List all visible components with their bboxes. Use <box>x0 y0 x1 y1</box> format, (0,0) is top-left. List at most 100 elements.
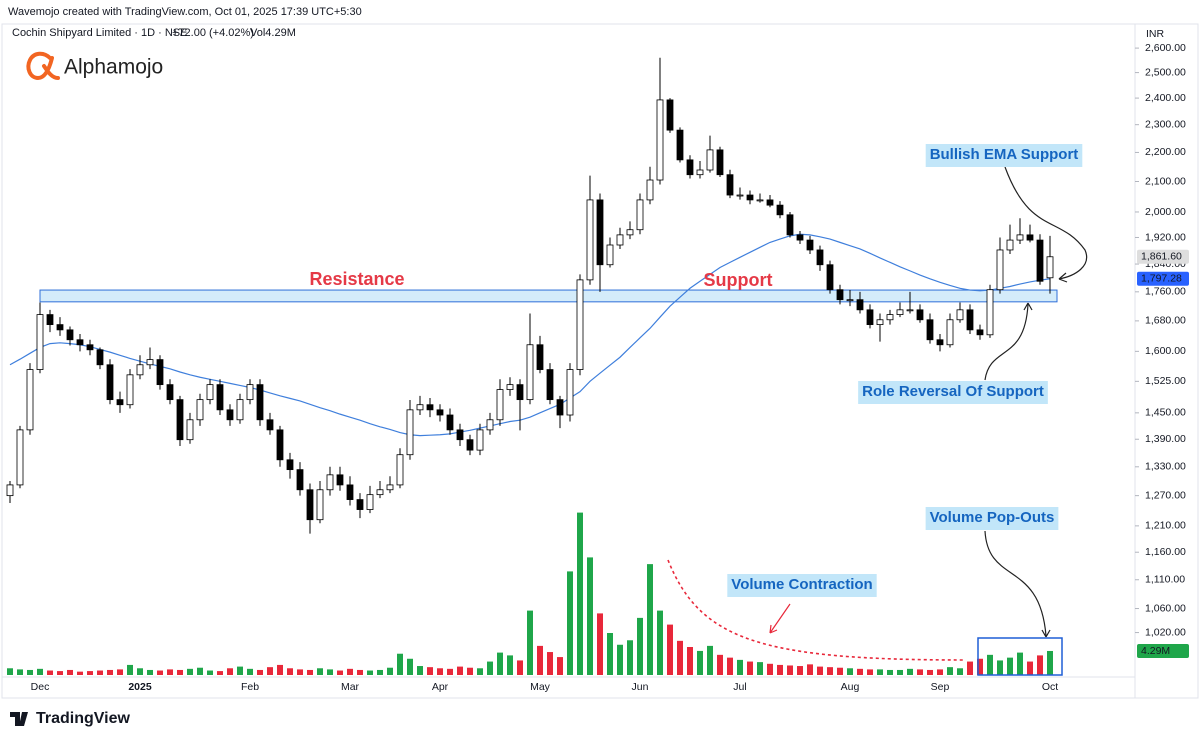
volume-bar <box>157 670 163 675</box>
volume-bar <box>417 666 423 675</box>
candle-body <box>336 474 344 486</box>
volume-bar <box>367 670 373 675</box>
candle-body <box>1036 239 1044 282</box>
candle-body <box>526 344 534 401</box>
volume-bar <box>347 668 353 675</box>
volume-bar <box>867 669 873 675</box>
volume-bar <box>547 652 553 675</box>
credit: Wavemojo created with TradingView.com, O… <box>8 6 362 18</box>
volume-bar <box>317 668 323 675</box>
volume-bar <box>397 653 403 675</box>
candle-body <box>1046 256 1054 279</box>
volume-bar <box>437 668 443 675</box>
candle-body <box>1016 234 1024 241</box>
volume-bar <box>1007 657 1013 675</box>
footer-mark <box>10 712 28 726</box>
y-tick-label: 1,680.00 <box>1145 315 1186 327</box>
x-tick-label: Jul <box>733 681 746 693</box>
candle-body <box>26 369 34 431</box>
volume-bar <box>227 668 233 675</box>
candle-body <box>486 419 494 431</box>
candle-body <box>476 429 484 451</box>
volume-bar <box>737 659 743 675</box>
candle-body <box>936 339 944 346</box>
volume-bar <box>857 668 863 675</box>
candle-body <box>926 319 934 341</box>
y-tick-label: 1,450.00 <box>1145 407 1186 419</box>
candle-body <box>566 369 574 416</box>
volume-bar <box>97 670 103 675</box>
volume-bar <box>777 664 783 675</box>
candle-body <box>856 299 864 311</box>
volume-bar <box>47 670 53 675</box>
candle-body <box>346 484 354 500</box>
candle-body <box>456 429 464 441</box>
candle-body <box>826 264 834 291</box>
y-tick-label: 1,760.00 <box>1145 286 1186 298</box>
y-tick-label: 1,160.00 <box>1145 546 1186 558</box>
volume-bar <box>207 670 213 675</box>
candle-body <box>646 179 654 201</box>
support-zone <box>39 289 1058 303</box>
candle-body <box>466 439 474 451</box>
volume-bar <box>247 668 253 675</box>
annotation: Role Reversal Of Support <box>862 383 1044 400</box>
y-tick-label: 1,525.00 <box>1145 375 1186 387</box>
currency: INR <box>1146 28 1165 40</box>
candle-body <box>286 459 294 471</box>
candle-body <box>146 359 154 366</box>
candle-body <box>546 369 554 401</box>
annotation-box <box>858 381 1048 404</box>
annotation: Resistance <box>309 269 404 289</box>
y-tick-label: 1,330.00 <box>1145 461 1186 473</box>
candle-body <box>886 314 894 321</box>
volume-bar <box>717 654 723 675</box>
candle-body <box>496 389 504 421</box>
volume-bar <box>7 668 13 675</box>
volume-bar <box>167 669 173 675</box>
volume-bar <box>357 669 363 675</box>
volume-bar <box>877 669 883 675</box>
volume-bar <box>697 650 703 675</box>
volume-legend: Vol4.29M <box>250 27 296 39</box>
candle-body <box>966 309 974 331</box>
volume-bar <box>497 652 503 675</box>
x-tick-label: 2025 <box>128 681 152 693</box>
x-tick-label: Jun <box>632 681 649 693</box>
y-tick-label: 1,110.00 <box>1145 574 1185 586</box>
volume-bar <box>377 669 383 675</box>
volume-bar <box>407 658 413 675</box>
volume-bar <box>807 664 813 675</box>
volume-box <box>977 637 1063 676</box>
volume-bar <box>667 624 673 675</box>
y-tick-label: 1,920.00 <box>1145 231 1186 243</box>
volume-bar <box>427 667 433 675</box>
candle-body <box>846 299 854 302</box>
footer-text: TradingView <box>36 710 131 727</box>
candle-body <box>716 149 724 176</box>
volume-bar <box>147 669 153 675</box>
volume-bar <box>337 670 343 675</box>
candle-body <box>106 364 114 401</box>
arrow <box>769 603 791 634</box>
candle-body <box>126 374 134 406</box>
annotation-box <box>727 574 877 597</box>
candle-body <box>516 384 524 401</box>
arrow-head <box>1058 272 1068 283</box>
candle-body <box>396 454 404 486</box>
volume-bar <box>847 668 853 675</box>
volume-bar <box>457 666 463 675</box>
candle-body <box>36 314 44 370</box>
volume-bar <box>907 668 913 675</box>
volume-bar <box>77 671 83 675</box>
volume-bar <box>647 564 653 675</box>
volume-bar <box>567 571 573 675</box>
candle-body <box>946 319 954 346</box>
arrow <box>1004 166 1088 280</box>
candle-body <box>676 129 684 161</box>
candle-body <box>1006 239 1014 251</box>
candle-body <box>236 399 244 421</box>
candle-body <box>316 489 324 521</box>
